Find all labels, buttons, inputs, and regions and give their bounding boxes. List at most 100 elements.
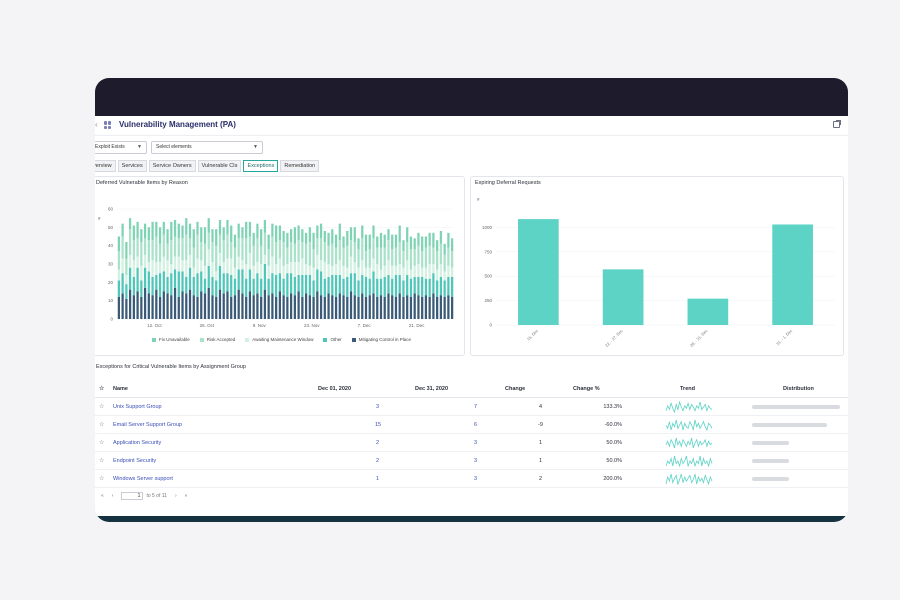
bar-segment [319, 295, 323, 319]
assignment-group-link[interactable]: Unix Support Group [113, 404, 162, 410]
bar-segment [215, 245, 218, 272]
bar-segment [215, 280, 218, 297]
last-page-button[interactable]: » [184, 493, 188, 499]
dec31-value-link[interactable]: 3 [473, 440, 478, 446]
legend-item[interactable]: Awaiting Maintenance Window [245, 337, 313, 342]
assignment-group-link[interactable]: Application Security [113, 440, 162, 446]
header-change[interactable]: Change [505, 386, 526, 392]
dec31-value-link[interactable]: 7 [473, 404, 478, 410]
legend-item[interactable]: Risk Accepted [199, 337, 235, 342]
table-row[interactable]: ☆ Application Security 2 3 1 50.0% [95, 434, 848, 452]
bar-segment [286, 273, 289, 297]
top-bar [95, 78, 848, 116]
tab-services[interactable]: Services [117, 160, 147, 172]
star-outline-icon[interactable]: ☆ [99, 386, 105, 392]
bar-segment [215, 271, 218, 281]
bar-segment [368, 295, 371, 319]
bar-segment [379, 295, 383, 319]
bar-segment [346, 267, 349, 277]
bar-segment [387, 260, 390, 275]
star-outline-icon[interactable]: ☆ [99, 404, 105, 410]
bar-segment [361, 293, 364, 319]
dec31-value-link[interactable]: 6 [473, 422, 478, 428]
bar-segment [312, 267, 315, 281]
chevron-down-icon[interactable]: ▼ [221, 121, 227, 127]
tab-service-owners[interactable]: Service Owners [148, 160, 196, 172]
bar-segment [301, 258, 304, 275]
bar-segment [117, 269, 120, 281]
dec31-value-link[interactable]: 3 [473, 458, 478, 464]
star-outline-icon[interactable]: ☆ [99, 476, 105, 482]
dec01-value-link[interactable]: 15 [375, 422, 382, 428]
grid-icon[interactable] [104, 121, 112, 129]
open-external-icon[interactable] [833, 120, 841, 128]
bar-segment [391, 295, 394, 319]
change-value: 2 [538, 476, 543, 482]
dec01-value-link[interactable]: 2 [375, 458, 380, 464]
exploit-filter-select[interactable]: Exploit Exists ▼ [95, 141, 147, 154]
bar-segment [136, 291, 139, 319]
header-dec01[interactable]: Dec 01, 2020 [318, 386, 352, 392]
bar-segment [368, 278, 371, 296]
bar-segment [173, 269, 177, 288]
header-name[interactable]: Name [113, 386, 128, 392]
tab-vulnerable-cis[interactable]: Vulnerable CIs [197, 160, 242, 172]
table-row[interactable]: ☆ Email Server Support Group 15 6 -9 -60.0% [95, 416, 848, 434]
dec31-value-link[interactable]: 3 [473, 476, 478, 482]
bar-segment [275, 297, 278, 319]
tab-overview[interactable]: verview [95, 160, 116, 172]
first-page-button[interactable]: « [101, 493, 104, 499]
bar-segment [207, 232, 210, 250]
tab-exceptions[interactable]: Exceptions [243, 160, 279, 172]
dec01-value-link[interactable]: 3 [375, 404, 380, 410]
bar-segment [293, 262, 296, 277]
next-page-button[interactable]: › [174, 493, 177, 499]
tab-remediation[interactable]: Remediation [280, 160, 320, 172]
bar-segment [342, 278, 345, 296]
bar-segment [143, 287, 147, 319]
bar-segment [245, 238, 248, 264]
star-outline-icon[interactable]: ☆ [99, 422, 105, 428]
bar-segment [155, 262, 158, 275]
bar-segment [297, 275, 300, 292]
bar-segment [432, 247, 435, 264]
chevron-left-icon[interactable]: ‹ [95, 120, 98, 129]
bar-segment [383, 265, 386, 277]
assignment-group-link[interactable]: Endpoint Security [113, 458, 157, 464]
page-number-input[interactable]: 1 [121, 492, 144, 500]
bar-segment [136, 238, 139, 257]
assignment-group-link[interactable]: Windows Server support [113, 476, 173, 482]
prev-page-button[interactable]: ‹ [111, 493, 114, 499]
bar-segment [278, 291, 282, 319]
bar-segment [349, 240, 353, 257]
bar-segment [451, 267, 454, 277]
bar-segment [237, 256, 240, 270]
bar-segment [391, 278, 394, 296]
dec01-value-link[interactable]: 2 [375, 440, 380, 446]
elements-filter-select[interactable]: Select elements ▼ [151, 141, 263, 154]
table-row[interactable]: ☆ Unix Support Group 3 7 4 133.3% [95, 398, 848, 416]
bar-segment [451, 297, 454, 319]
legend-item[interactable]: Mitigating Control in Place [351, 337, 411, 342]
table-row[interactable]: ☆ Windows Server support 1 3 2 200.0% [95, 470, 848, 488]
dec01-value-link[interactable]: 1 [375, 476, 380, 482]
bar-segment [200, 260, 203, 272]
header-change-pct[interactable]: Change % [573, 386, 600, 392]
bar-segment [158, 243, 162, 263]
bar-segment [353, 262, 356, 274]
bar-segment [125, 242, 128, 259]
bar-segment [316, 254, 319, 270]
bar-segment [353, 273, 356, 296]
legend-item[interactable]: Fix Unavailable [152, 337, 190, 342]
bar-segment [361, 225, 364, 239]
star-outline-icon[interactable]: ☆ [99, 440, 105, 446]
legend-item[interactable]: Other [323, 337, 342, 342]
bar-segment [200, 291, 203, 319]
bar-segment [282, 265, 285, 279]
table-row[interactable]: ☆ Endpoint Security 2 3 1 50.0% [95, 452, 848, 470]
bar-segment [316, 269, 319, 292]
header-dec31[interactable]: Dec 31, 2020 [415, 386, 449, 392]
assignment-group-link[interactable]: Email Server Support Group [113, 422, 183, 428]
star-outline-icon[interactable]: ☆ [99, 458, 105, 464]
bar-segment [256, 262, 259, 274]
